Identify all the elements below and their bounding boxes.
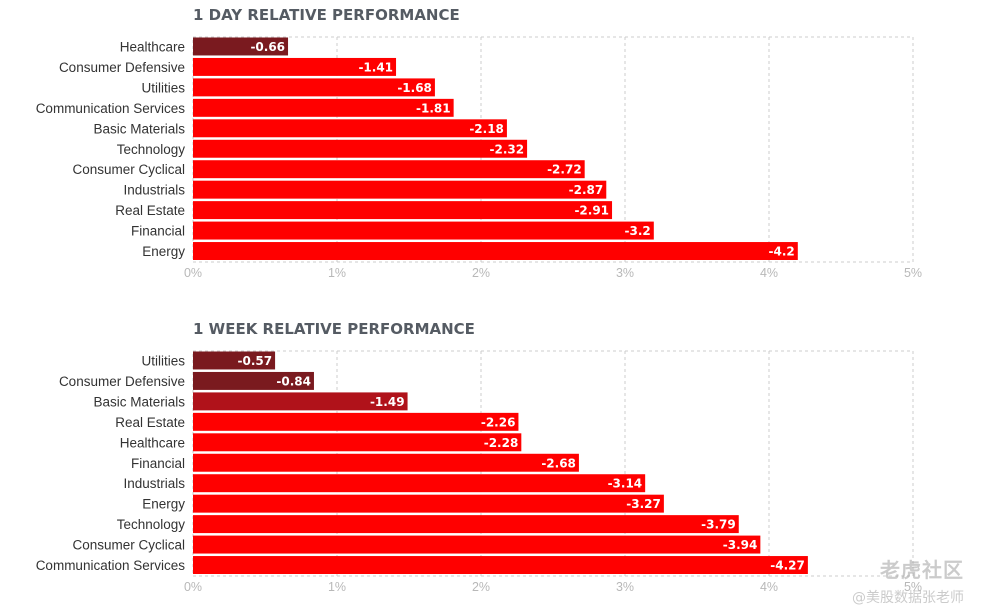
- x-tick-label: 4%: [760, 580, 778, 594]
- x-tick-label: 3%: [616, 580, 634, 594]
- bar: [193, 392, 408, 411]
- watermark: 老虎社区 @美股数据张老师: [852, 554, 964, 607]
- category-label: Energy: [142, 244, 185, 259]
- x-tick-label: 2%: [472, 580, 490, 594]
- value-label: -1.41: [358, 60, 393, 74]
- value-label: -2.18: [469, 122, 504, 136]
- category-label: Utilities: [141, 353, 185, 368]
- category-label: Technology: [117, 517, 186, 532]
- bar: [193, 180, 607, 199]
- value-label: -1.49: [370, 395, 405, 409]
- bar: [193, 242, 798, 260]
- value-label: -2.28: [484, 436, 519, 450]
- chart-title-1week: 1 WEEK RELATIVE PERFORMANCE: [193, 320, 475, 338]
- value-label: -2.26: [481, 415, 516, 429]
- value-label: -2.68: [541, 456, 576, 470]
- chart-1day: 0% 1% 2% 3% 4% 5% Healthcare -0.66 Consumer Defe…: [36, 36, 922, 280]
- value-label: -3.14: [608, 477, 643, 491]
- value-label: -1.68: [397, 81, 432, 95]
- bar: [193, 57, 397, 76]
- category-label: Consumer Cyclical: [72, 162, 185, 177]
- value-label: -0.66: [250, 40, 285, 54]
- value-label: -3.94: [723, 538, 758, 552]
- category-label: Real Estate: [115, 203, 185, 218]
- value-label: -3.79: [701, 518, 736, 532]
- bar: [193, 494, 664, 513]
- bar: [193, 139, 528, 158]
- category-label: Real Estate: [115, 415, 185, 430]
- x-tick-label: 0%: [184, 266, 202, 280]
- bar: [193, 453, 579, 472]
- x-tick-label: 1%: [328, 266, 346, 280]
- watermark-line1: 老虎社区: [880, 558, 964, 582]
- bar: [193, 201, 613, 220]
- bar: [193, 78, 435, 97]
- value-label: -1.81: [416, 101, 451, 115]
- bar: [193, 556, 808, 574]
- value-label: -0.84: [276, 374, 311, 388]
- x-tick-label: 2%: [472, 266, 490, 280]
- category-label: Financial: [131, 456, 185, 471]
- category-label: Financial: [131, 224, 185, 239]
- category-label: Utilities: [141, 80, 185, 95]
- value-label: -3.27: [626, 497, 661, 511]
- chart-title-1day: 1 DAY RELATIVE PERFORMANCE: [193, 6, 460, 24]
- category-label: Consumer Defensive: [59, 60, 185, 75]
- category-label: Communication Services: [36, 558, 186, 573]
- watermark-line2: @美股数据张老师: [852, 590, 964, 606]
- bar: [193, 371, 314, 390]
- bar: [193, 37, 289, 56]
- chart-1week: 0% 1% 2% 3% 4% 5% Utilities -0.57 Consumer Defen…: [36, 350, 922, 594]
- category-label: Healthcare: [120, 39, 185, 54]
- category-label: Technology: [117, 142, 186, 157]
- x-tick-label: 4%: [760, 266, 778, 280]
- category-label: Communication Services: [36, 101, 186, 116]
- category-label: Basic Materials: [93, 121, 185, 136]
- value-label: -4.2: [769, 245, 795, 259]
- bar: [193, 351, 276, 370]
- bar: [193, 221, 654, 240]
- category-label: Consumer Defensive: [59, 374, 185, 389]
- value-label: -4.27: [770, 559, 805, 573]
- category-label: Consumer Cyclical: [72, 538, 185, 553]
- x-tick-label: 5%: [904, 266, 922, 280]
- value-label: -3.2: [625, 224, 651, 238]
- value-label: -2.72: [547, 163, 582, 177]
- x-tick-label: 1%: [328, 580, 346, 594]
- bar: [193, 474, 646, 493]
- x-tick-label: 0%: [184, 580, 202, 594]
- value-label: -0.57: [237, 354, 272, 368]
- bar: [193, 98, 454, 117]
- value-label: -2.87: [569, 183, 604, 197]
- category-label: Healthcare: [120, 435, 185, 450]
- bar: [193, 515, 739, 534]
- category-label: Industrials: [123, 476, 185, 491]
- category-label: Industrials: [123, 183, 185, 198]
- value-label: -2.32: [489, 142, 524, 156]
- bar: [193, 433, 522, 452]
- value-label: -2.91: [574, 204, 609, 218]
- bar: [193, 412, 519, 431]
- bar: [193, 535, 761, 554]
- category-label: Basic Materials: [93, 394, 185, 409]
- x-tick-label: 3%: [616, 266, 634, 280]
- bar: [193, 160, 585, 179]
- category-label: Energy: [142, 497, 185, 512]
- x-tick-label: 5%: [904, 580, 922, 594]
- bar: [193, 119, 507, 138]
